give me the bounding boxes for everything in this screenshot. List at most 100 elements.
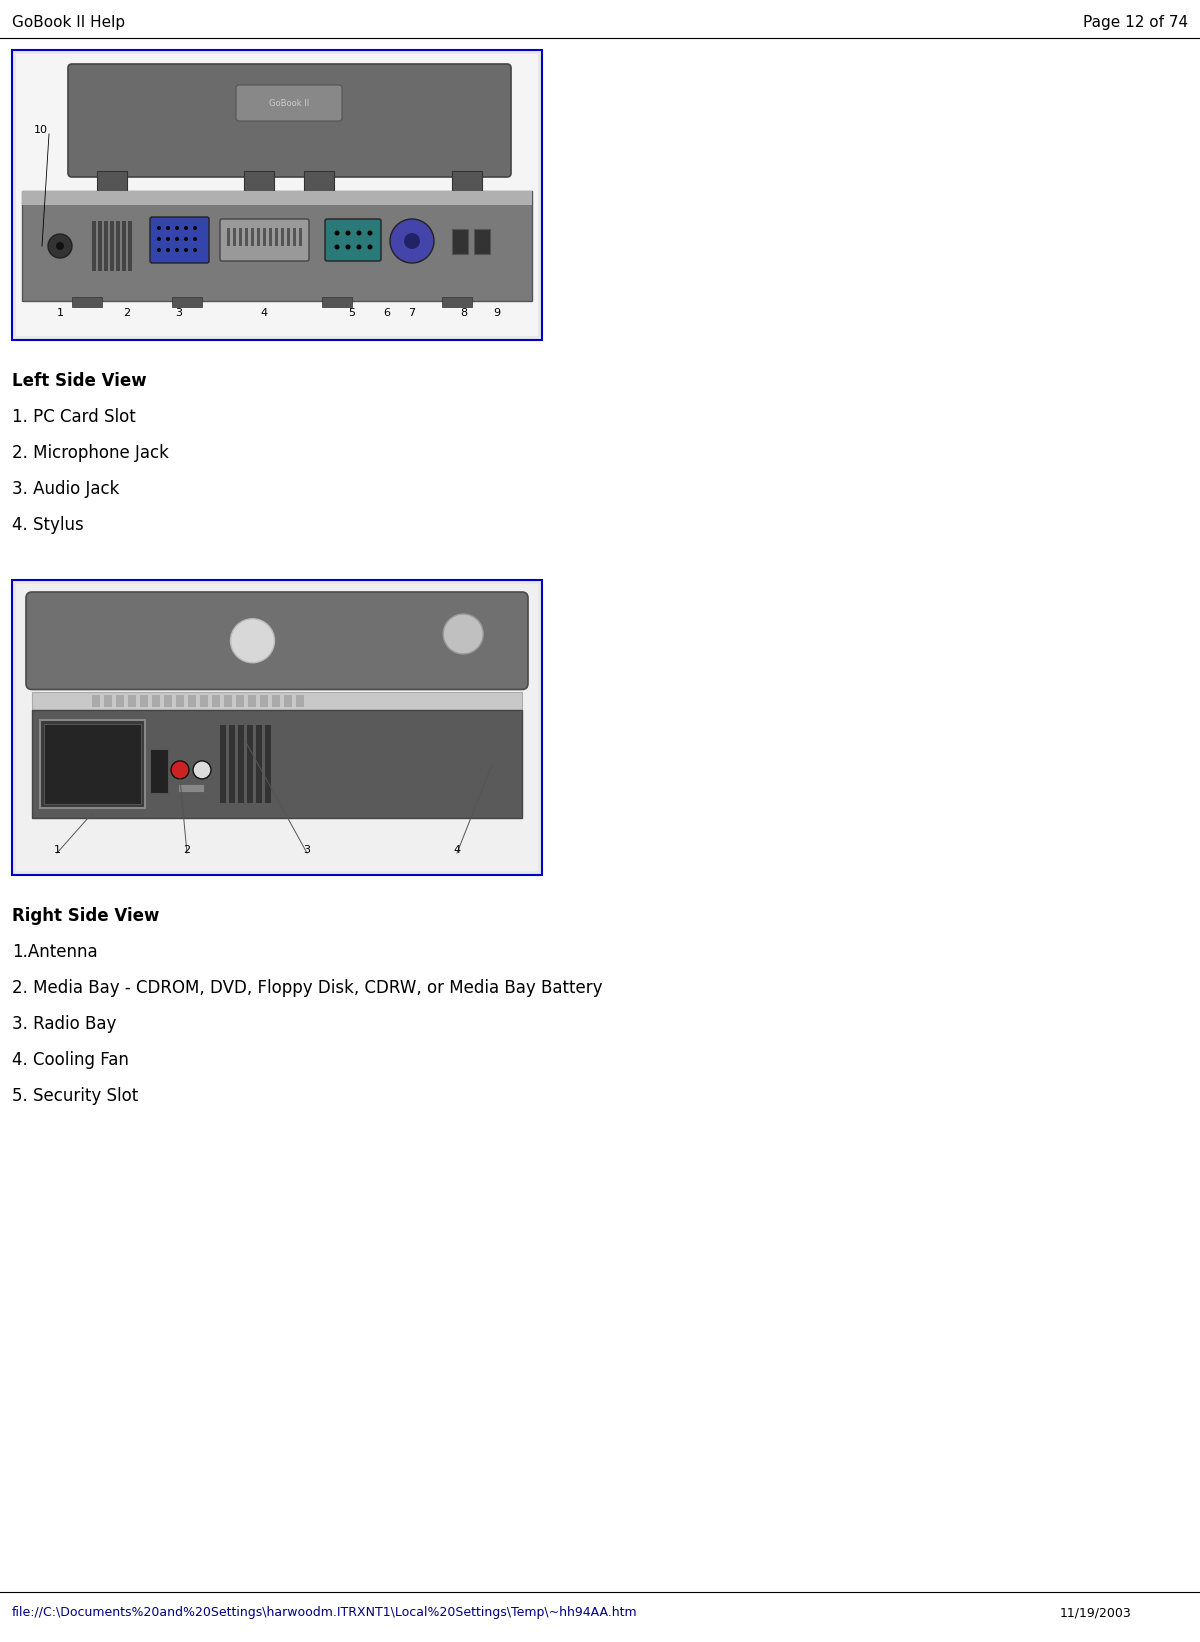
Bar <box>98 222 102 271</box>
Circle shape <box>367 230 372 235</box>
Bar <box>251 228 254 246</box>
FancyBboxPatch shape <box>220 218 310 261</box>
Bar <box>72 297 102 307</box>
Bar <box>244 171 274 194</box>
Bar <box>233 228 236 246</box>
Circle shape <box>175 248 179 251</box>
Text: 2: 2 <box>124 309 131 319</box>
Bar <box>12 49 542 340</box>
Bar <box>122 222 126 271</box>
Bar <box>452 171 482 194</box>
Circle shape <box>172 760 190 778</box>
Text: 4: 4 <box>260 309 268 319</box>
Bar <box>104 222 108 271</box>
Circle shape <box>166 248 170 251</box>
Text: 2. Media Bay - CDROM, DVD, Floppy Disk, CDRW, or Media Bay Battery: 2. Media Bay - CDROM, DVD, Floppy Disk, … <box>12 979 602 997</box>
Text: 1: 1 <box>56 309 64 319</box>
Circle shape <box>48 235 72 258</box>
Text: 10: 10 <box>34 125 48 135</box>
Text: 1.Antenna: 1.Antenna <box>12 943 97 961</box>
Bar <box>229 726 235 803</box>
Bar <box>263 228 266 246</box>
Text: 5. Security Slot: 5. Security Slot <box>12 1087 138 1105</box>
Bar <box>92 696 100 708</box>
Circle shape <box>335 245 340 250</box>
Bar <box>164 696 172 708</box>
Text: 3. Radio Bay: 3. Radio Bay <box>12 1015 116 1033</box>
Circle shape <box>367 245 372 250</box>
Bar <box>128 696 136 708</box>
Bar <box>239 228 242 246</box>
Bar <box>178 783 204 791</box>
Text: file://C:\Documents%20and%20Settings\harwoodm.ITRXNT1\Local%20Settings\Temp\~hh9: file://C:\Documents%20and%20Settings\har… <box>12 1606 637 1619</box>
Bar <box>12 580 542 875</box>
Circle shape <box>184 236 188 241</box>
Text: Page 12 of 74: Page 12 of 74 <box>1082 15 1188 30</box>
Bar <box>284 696 292 708</box>
Text: Left Side View: Left Side View <box>12 373 146 391</box>
Circle shape <box>390 218 434 263</box>
Circle shape <box>346 245 350 250</box>
Bar <box>442 297 472 307</box>
Circle shape <box>157 248 161 251</box>
Bar <box>257 228 260 246</box>
Bar <box>256 726 262 803</box>
Text: 5: 5 <box>348 309 355 319</box>
Text: 8: 8 <box>461 309 468 319</box>
Circle shape <box>157 236 161 241</box>
FancyBboxPatch shape <box>325 218 382 261</box>
Bar <box>238 726 244 803</box>
Circle shape <box>335 230 340 235</box>
Bar <box>97 171 127 194</box>
Circle shape <box>356 245 361 250</box>
Circle shape <box>230 619 275 663</box>
Bar <box>22 190 532 300</box>
Bar <box>245 228 248 246</box>
Bar <box>248 696 256 708</box>
Bar <box>452 228 468 255</box>
FancyBboxPatch shape <box>68 64 511 177</box>
Bar <box>474 228 490 255</box>
Bar <box>22 190 532 205</box>
Text: 4: 4 <box>454 846 461 855</box>
Bar <box>32 711 522 818</box>
Text: 2: 2 <box>184 846 191 855</box>
Bar <box>287 228 290 246</box>
Bar <box>92 222 96 271</box>
Bar <box>304 171 334 194</box>
Bar <box>269 228 272 246</box>
Text: 3: 3 <box>304 846 311 855</box>
Circle shape <box>346 230 350 235</box>
Bar <box>104 696 112 708</box>
Bar <box>152 696 160 708</box>
Bar <box>116 696 124 708</box>
Text: 9: 9 <box>493 309 500 319</box>
Circle shape <box>175 236 179 241</box>
Bar <box>44 724 142 805</box>
Bar <box>110 222 114 271</box>
Bar <box>140 696 148 708</box>
Bar <box>32 693 522 711</box>
Text: 6: 6 <box>384 309 390 319</box>
Circle shape <box>166 236 170 241</box>
Circle shape <box>193 760 211 778</box>
Bar <box>247 726 253 803</box>
Bar <box>293 228 296 246</box>
Text: GoBook II: GoBook II <box>269 99 310 107</box>
Text: 4. Stylus: 4. Stylus <box>12 516 84 534</box>
Text: 1. PC Card Slot: 1. PC Card Slot <box>12 407 136 425</box>
Bar <box>16 54 538 337</box>
Bar <box>322 297 352 307</box>
Circle shape <box>184 227 188 230</box>
Bar <box>150 749 168 793</box>
FancyBboxPatch shape <box>150 217 209 263</box>
Bar <box>16 585 538 870</box>
Circle shape <box>443 614 484 654</box>
Circle shape <box>184 248 188 251</box>
Bar <box>272 696 280 708</box>
Bar <box>275 228 278 246</box>
Text: GoBook II Help: GoBook II Help <box>12 15 125 30</box>
Bar <box>281 228 284 246</box>
Bar <box>260 696 268 708</box>
Circle shape <box>175 227 179 230</box>
